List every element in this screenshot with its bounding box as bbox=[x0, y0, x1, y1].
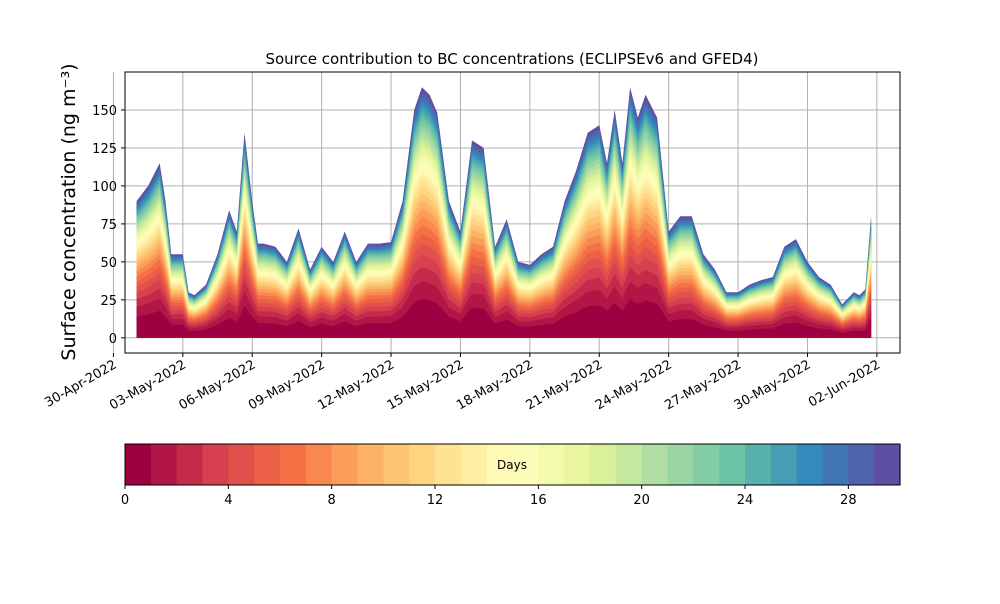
colorbar-bin bbox=[228, 444, 255, 485]
colorbar-bin bbox=[409, 444, 436, 485]
colorbar-bin bbox=[615, 444, 643, 485]
colorbar-bin bbox=[202, 444, 229, 485]
colorbar-bin bbox=[150, 444, 178, 485]
colorbar-frame bbox=[124, 443, 901, 486]
y-tick-label: 25 bbox=[100, 294, 117, 309]
colorbar-bin bbox=[486, 444, 514, 485]
y-tick-label: 100 bbox=[92, 180, 117, 195]
colorbar-tick-label: 8 bbox=[328, 493, 336, 508]
colorbar-bin bbox=[305, 444, 333, 485]
y-tick-label: 50 bbox=[100, 256, 117, 271]
area-series-day-0 bbox=[136, 299, 872, 338]
colorbar-bin bbox=[796, 444, 824, 485]
chart-title: Source contribution to BC concentrations… bbox=[265, 50, 758, 68]
colorbar-label: Days bbox=[497, 458, 527, 472]
colorbar-bin bbox=[667, 444, 694, 485]
y-tick-label: 150 bbox=[92, 104, 117, 119]
colorbar-bin bbox=[125, 444, 152, 485]
y-axis-label: Surface concentration (ng m⁻³) bbox=[58, 63, 80, 360]
colorbar-tick-label: 28 bbox=[840, 493, 857, 508]
colorbar-bin bbox=[280, 444, 307, 485]
colorbar: 0 4 8 12 16 20 24 28 bbox=[121, 443, 901, 508]
colorbar-bin bbox=[538, 444, 565, 485]
colorbar-bin bbox=[874, 444, 901, 485]
y-tick-label: 75 bbox=[100, 218, 117, 233]
colorbar-bin bbox=[745, 444, 772, 485]
colorbar-bin bbox=[383, 444, 410, 485]
colorbar-tick-label: 24 bbox=[737, 493, 754, 508]
stacked-areas bbox=[136, 87, 872, 338]
colorbar-bin bbox=[693, 444, 720, 485]
colorbar-bin bbox=[564, 444, 591, 485]
colorbar-tick-label: 20 bbox=[633, 493, 650, 508]
colorbar-bin bbox=[641, 444, 669, 485]
y-tick-label: 125 bbox=[92, 142, 117, 157]
colorbar-bin bbox=[254, 444, 281, 485]
colorbar-bin bbox=[435, 444, 462, 485]
colorbar-tick-label: 4 bbox=[224, 493, 232, 508]
colorbar-bin bbox=[512, 444, 539, 485]
colorbar-bin bbox=[331, 444, 359, 485]
colorbar-tick-label: 0 bbox=[121, 493, 129, 508]
colorbar-tick-label: 16 bbox=[530, 493, 547, 508]
colorbar-bin bbox=[590, 444, 617, 485]
colorbar-bin bbox=[719, 444, 746, 485]
y-tick-label: 0 bbox=[109, 332, 117, 347]
colorbar-bin bbox=[822, 444, 849, 485]
colorbar-tick-label: 12 bbox=[427, 493, 444, 508]
colorbar-bin bbox=[770, 444, 798, 485]
colorbar-bin bbox=[460, 444, 488, 485]
colorbar-bin bbox=[176, 444, 204, 485]
colorbar-bin bbox=[848, 444, 875, 485]
plot-frame bbox=[124, 71, 901, 354]
colorbar-bin bbox=[357, 444, 384, 485]
